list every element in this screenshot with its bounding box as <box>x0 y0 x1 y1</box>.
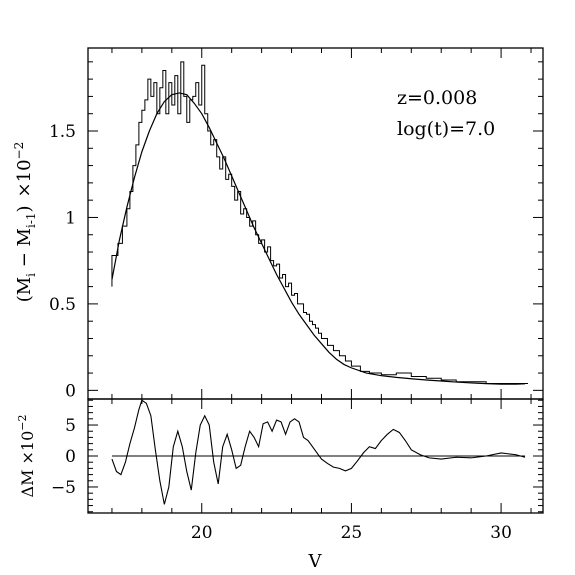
top-panel-y-tick-label: 0.5 <box>49 295 76 315</box>
residual-series <box>111 399 526 505</box>
top-panel-y-tick-label: 1.5 <box>49 122 76 142</box>
top-panel-y-tick-labels: 0 0.5 1 1.5 <box>49 122 76 401</box>
x-tick-label: 20 <box>191 523 213 543</box>
bottom-panel-x-tick-labels: 20 25 30 <box>191 523 512 543</box>
bottom-panel-ticks <box>88 399 543 513</box>
top-panel-y-axis-label: (Mi − Mi-1)×10−2 <box>12 142 38 303</box>
fit-curve-series <box>111 92 526 385</box>
bottom-panel-y-axis-label: ΔM×10−2 <box>16 415 37 498</box>
bottom-panel-y-tick-labels: −5 0 5 <box>51 416 76 498</box>
bottom-panel-y-tick-label: 5 <box>65 416 76 436</box>
top-panel-y-tick-label: 0 <box>65 381 76 401</box>
top-panel-series <box>111 61 529 385</box>
x-tick-label: 30 <box>490 523 512 543</box>
top-panel-ticks <box>88 48 543 399</box>
x-axis-label: V <box>308 551 323 572</box>
annotation-age: log(t)=7.0 <box>397 118 495 140</box>
top-panel-y-tick-label: 1 <box>65 208 76 228</box>
histogram-step-series <box>111 61 529 384</box>
annotation-metallicity: z=0.008 <box>397 87 477 109</box>
bottom-panel-y-tick-label: −5 <box>51 478 76 498</box>
bottom-panel-y-tick-label: 0 <box>65 447 76 467</box>
x-tick-label: 25 <box>341 523 363 543</box>
bottom-panel-series <box>111 399 526 505</box>
